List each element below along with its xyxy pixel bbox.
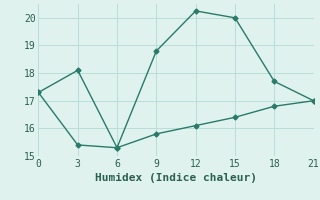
X-axis label: Humidex (Indice chaleur): Humidex (Indice chaleur) (95, 173, 257, 183)
